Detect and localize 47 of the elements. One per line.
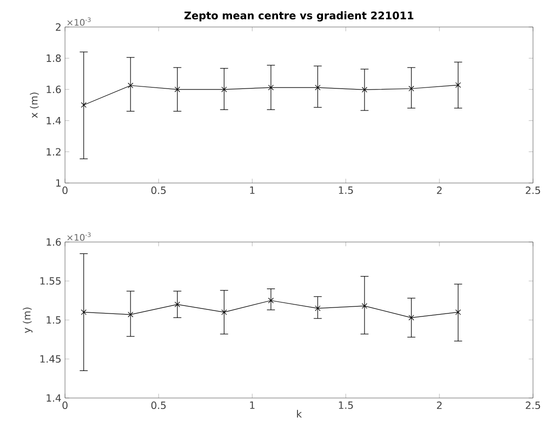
x-tick-label: 2 xyxy=(436,186,442,194)
y-tick-label: 1.8 xyxy=(46,54,61,62)
y-axis-title: x (m) xyxy=(30,92,39,118)
point xyxy=(268,84,274,90)
x-tick-label: 2 xyxy=(436,402,442,409)
point xyxy=(314,306,320,312)
y-tick-label: 1.4 xyxy=(46,394,61,402)
y-tick-label: 1.2 xyxy=(46,148,60,156)
y-tick-label: 1.5 xyxy=(46,316,61,324)
point xyxy=(80,309,86,315)
x-tick-label: 1 xyxy=(250,402,254,409)
point xyxy=(408,314,414,320)
point xyxy=(221,86,227,92)
point xyxy=(362,303,368,309)
x-tick-label: 0.5 xyxy=(151,402,166,410)
y-tick-label: 2 xyxy=(56,23,60,31)
x-tick-label: 0 xyxy=(62,186,68,194)
y-tick-label: 1.6 xyxy=(46,238,61,246)
chart-title: Zepto mean centre vs gradient 221011 xyxy=(184,11,414,22)
point xyxy=(362,86,368,92)
x-tick-label: 1.5 xyxy=(338,402,353,409)
y-tick-label: 1.4 xyxy=(46,116,61,124)
y-tick-label: 1 xyxy=(56,179,61,187)
x-tick-label: 2.5 xyxy=(526,402,540,410)
point xyxy=(128,312,134,318)
x-tick-label: 0 xyxy=(62,402,68,410)
point xyxy=(221,309,227,315)
point xyxy=(128,82,134,88)
x-tick-label: 1 xyxy=(250,186,254,194)
y-tick-label: 1.45 xyxy=(40,355,61,363)
y-tick-label: 1.6 xyxy=(46,86,61,94)
y-tick-label: 1.55 xyxy=(40,277,61,285)
x-tick-label: 0.5 xyxy=(151,186,166,194)
x-tick-label: 2.5 xyxy=(526,186,540,194)
point xyxy=(408,86,414,92)
text: ×10$^{-3}$ xyxy=(67,17,91,26)
point xyxy=(174,302,180,308)
point xyxy=(455,82,461,88)
y-axis-title: y (m) xyxy=(22,308,32,333)
text: ×10$^{-3}$ xyxy=(67,232,91,241)
point xyxy=(80,102,86,108)
point xyxy=(268,298,274,304)
point xyxy=(174,86,180,92)
point xyxy=(455,309,461,315)
x-tick-label: 1.5 xyxy=(338,186,353,194)
point xyxy=(314,84,320,90)
x-axis-title: k xyxy=(297,410,302,418)
